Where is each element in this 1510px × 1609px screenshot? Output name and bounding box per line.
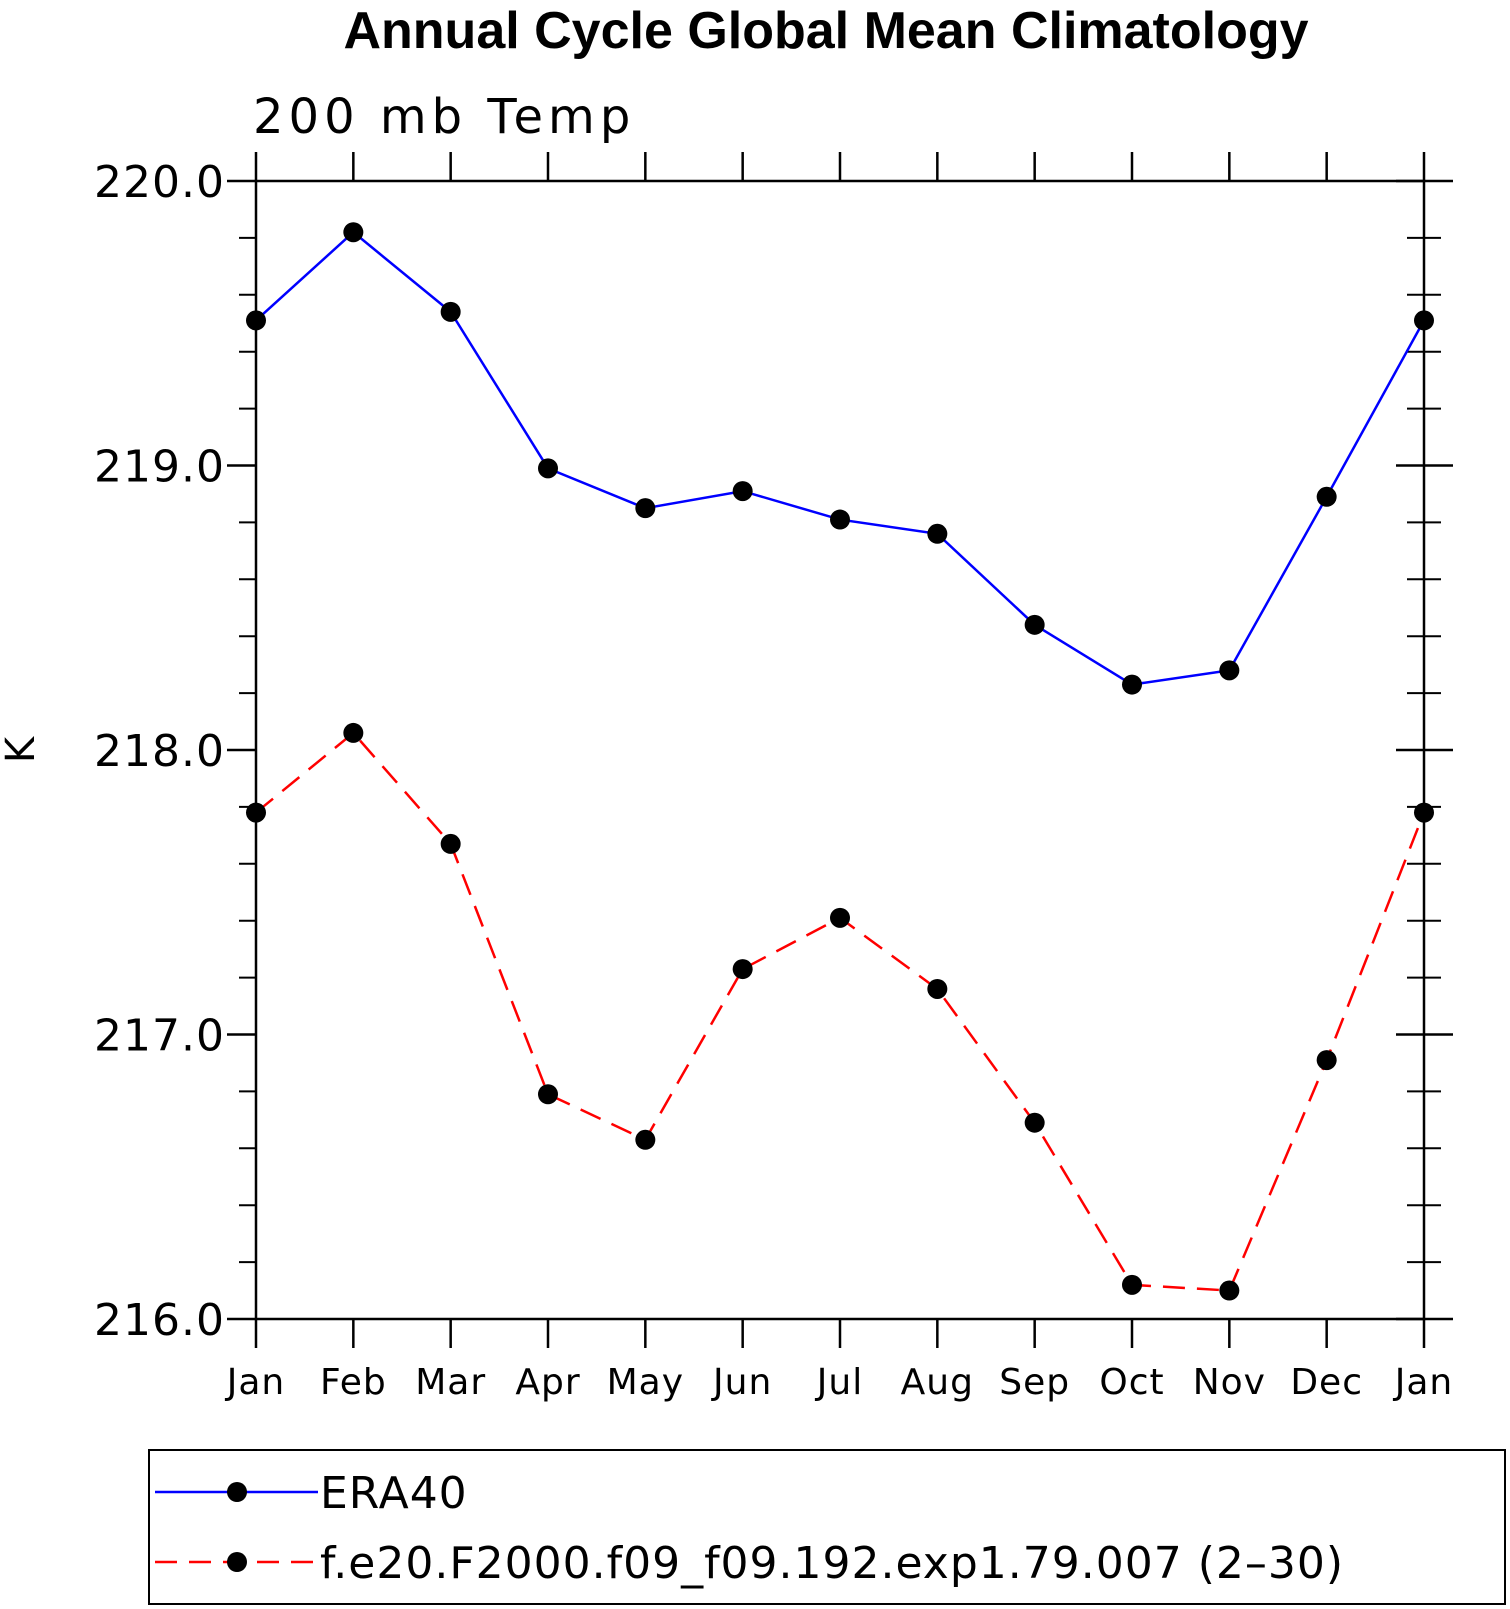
y-tick-label: 220.0 [94, 157, 225, 208]
x-tick-label: Apr [515, 1362, 580, 1403]
data-point-s1-11 [1316, 1050, 1337, 1071]
legend-marker-model [227, 1552, 247, 1572]
y-tick-label: 216.0 [94, 1295, 225, 1346]
data-point-s0-3 [538, 458, 558, 479]
series-line-1 [255, 731, 1426, 1292]
data-point-s1-6 [830, 907, 850, 928]
data-point-s0-0 [246, 310, 266, 331]
series-layer [246, 222, 1434, 1301]
data-point-s0-7 [927, 523, 948, 544]
x-tick-label: Aug [901, 1362, 974, 1403]
data-point-s1-0 [246, 802, 266, 823]
plot-frame [254, 179, 1426, 1321]
x-tick-label: Jan [225, 1362, 286, 1403]
data-point-s0-9 [1122, 674, 1142, 695]
x-tick-label: Jan [1393, 1362, 1454, 1403]
x-tick-label: Feb [320, 1362, 387, 1403]
data-point-s0-2 [440, 301, 461, 322]
chart-title: Annual Cycle Global Mean Climatology [343, 2, 1308, 60]
x-tick-label: Dec [1290, 1362, 1363, 1403]
y-tick-label: 218.0 [94, 726, 225, 777]
data-point-s1-10 [1219, 1280, 1240, 1301]
data-point-s1-1 [343, 722, 364, 743]
x-tick-label: May [607, 1362, 684, 1403]
legend-label-era40: ERA40 [320, 1468, 468, 1519]
data-point-s0-10 [1219, 660, 1240, 681]
legend-box [148, 1449, 1506, 1605]
data-point-s0-4 [635, 498, 656, 519]
y-tick-label: 219.0 [94, 442, 225, 493]
data-point-s1-7 [927, 978, 948, 999]
data-point-s0-1 [343, 222, 364, 243]
data-point-s1-2 [440, 833, 461, 854]
data-point-s1-8 [1024, 1112, 1045, 1133]
x-tick-label: Nov [1193, 1362, 1266, 1403]
legend: ERA40 f.e20.F2000.f09_f09.192.exp1.79.00… [148, 1449, 1506, 1605]
axes: Jan Feb Mar Apr May Jun Jul Aug Sep Oct Nov Dec Jan2… [94, 152, 1453, 1403]
chart-subtitle: 200 mb Temp [253, 89, 635, 145]
legend-marker-era40 [227, 1482, 247, 1502]
y-axis-label: K [0, 735, 44, 763]
data-point-s1-4 [635, 1129, 656, 1150]
x-tick-label: Sep [999, 1362, 1070, 1403]
data-point-s1-12 [1414, 802, 1434, 823]
data-point-s0-8 [1024, 614, 1045, 635]
data-point-s0-11 [1316, 486, 1337, 507]
x-tick-label: Oct [1099, 1362, 1164, 1403]
data-point-s1-9 [1122, 1274, 1142, 1295]
y-tick-label: 217.0 [94, 1011, 225, 1062]
x-tick-label: Mar [415, 1362, 486, 1403]
data-point-s0-12 [1414, 310, 1434, 331]
legend-label-model: f.e20.F2000.f09_f09.192.exp1.79.007 (2–3… [320, 1538, 1344, 1589]
x-tick-label: Jul [815, 1362, 863, 1403]
x-tick-label: Jun [711, 1362, 772, 1403]
data-point-s0-5 [732, 481, 753, 502]
data-point-s0-6 [830, 509, 850, 530]
data-point-s1-5 [732, 959, 753, 980]
series-line-0 [255, 230, 1426, 686]
data-point-s1-3 [538, 1084, 558, 1105]
